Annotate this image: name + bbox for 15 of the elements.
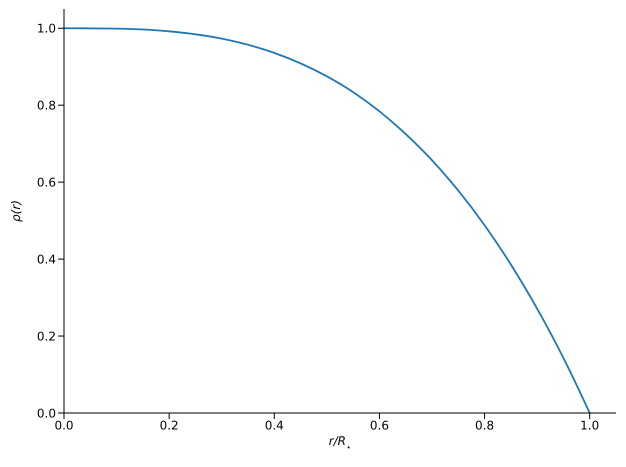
x-tick-label: 0.4 (264, 418, 284, 433)
y-tick-label: 0.8 (36, 98, 56, 112)
y-tick-label: 1.0 (36, 22, 56, 36)
y-axis-title: ρ(r) (9, 200, 23, 222)
line-series (64, 27, 591, 413)
y-tick-label: 0.6 (36, 175, 56, 190)
y-tick-label: 0.0 (36, 406, 56, 420)
x-tick-label: 0.6 (370, 418, 389, 433)
x-tick-label: 0.2 (160, 418, 179, 433)
x-axis-title: r/R$_{⋆}$ (328, 434, 352, 452)
x-tick-label: 0.0 (54, 418, 74, 433)
y-tick-label: 0.2 (36, 329, 56, 344)
x-tick-label: 0.8 (475, 418, 494, 433)
x-tick-label: 1.0 (580, 418, 600, 433)
y-tick-label: 0.4 (36, 252, 56, 266)
